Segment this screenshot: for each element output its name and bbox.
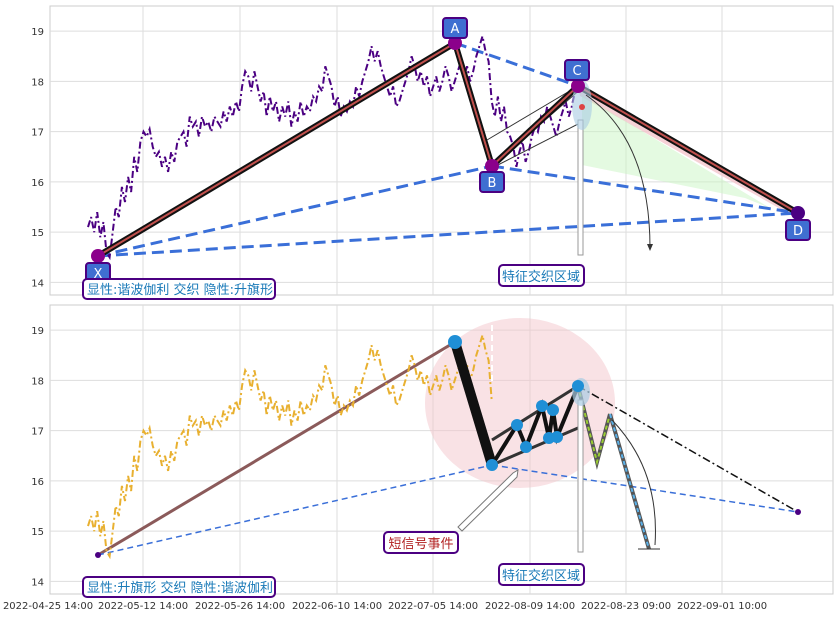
- bottom-annotation-box: 特征交织区域: [498, 563, 585, 586]
- y-tick-label: 19: [31, 326, 44, 337]
- y-tick-label: 17: [31, 128, 44, 139]
- event-label-text: 短信号事件: [388, 537, 453, 552]
- c-d-zone-green: [582, 95, 770, 208]
- label-A: A: [442, 17, 468, 39]
- x-tick-labels: 2022-04-25 14:00 2022-05-12 14:00 2022-05-…: [3, 601, 767, 612]
- bottom-legend-box: 显性:升旗形 交织 隐性:谐波伽利: [82, 576, 276, 598]
- top-annotation-text: 特征交织区域: [502, 269, 580, 285]
- svg-text:X: X: [94, 267, 103, 282]
- label-C: C: [564, 59, 590, 81]
- top-legend-text: 显性:谐波伽利 交织 隐性:升旗形: [87, 282, 273, 298]
- x-tick-label: 2022-06-10 14:00: [292, 601, 382, 612]
- top-legend-box: 显性:谐波伽利 交织 隐性:升旗形: [82, 278, 276, 300]
- interlace-zone-circle: [425, 318, 615, 488]
- top-price-line: [87, 35, 579, 261]
- y-tick-label: 18: [31, 77, 44, 88]
- y-tick-label: 16: [31, 178, 44, 189]
- bottom-panel: 14 15 16 17 18 19: [31, 304, 834, 598]
- pattern-point-markers: [91, 36, 805, 263]
- x-tick-label: 2022-08-23 09:00: [581, 601, 671, 612]
- y-tick-label: 15: [31, 527, 44, 538]
- forecast-dashdot-line: [577, 385, 799, 513]
- top-panel: 14 15 16 17 18 19: [31, 5, 834, 300]
- bottom-legend-text: 显性:升旗形 交织 隐性:谐波伽利: [87, 580, 273, 596]
- end-dot-left: [95, 552, 101, 558]
- event-arrow: [457, 469, 519, 532]
- forecast-path-blue-dash: [609, 413, 650, 550]
- x-tick-label: 2022-05-12 14:00: [98, 601, 188, 612]
- event-label-box: 短信号事件: [383, 531, 459, 554]
- y-tick-label: 19: [31, 27, 44, 38]
- y-tick-label: 14: [31, 577, 44, 588]
- y-tick-label: 17: [31, 427, 44, 438]
- svg-text:C: C: [572, 64, 581, 79]
- top-y-tick-labels: 14 15 16 17 18 19: [31, 27, 44, 289]
- x-tick-label: 2022-08-09 14:00: [485, 601, 575, 612]
- x-tick-label: 2022-07-05 14:00: [388, 601, 478, 612]
- x-tick-label: 2022-09-01 10:00: [677, 601, 767, 612]
- svg-text:B: B: [488, 176, 497, 191]
- signal-bar-bottom: [577, 399, 584, 553]
- svg-text:A: A: [451, 22, 460, 37]
- bottom-annotation-text: 特征交织区域: [502, 568, 580, 584]
- flag-point-markers: [448, 335, 584, 471]
- x-tick-label: 2022-05-26 14:00: [195, 601, 285, 612]
- label-D: D: [785, 219, 811, 241]
- label-B: B: [479, 171, 505, 193]
- end-dot-right: [795, 509, 801, 515]
- bottom-y-tick-labels: 14 15 16 17 18 19: [31, 326, 44, 588]
- y-tick-label: 16: [31, 477, 44, 488]
- bottom-price-line: [87, 334, 493, 560]
- forecast-arc: [611, 419, 656, 546]
- y-tick-label: 15: [31, 228, 44, 239]
- y-tick-label: 18: [31, 376, 44, 387]
- flagpole-thick: [450, 340, 497, 467]
- flag-channel-bottom: [491, 384, 579, 467]
- y-tick-label: 14: [31, 278, 44, 289]
- forecast-path-green-dash: [577, 385, 611, 466]
- svg-text:D: D: [793, 224, 803, 239]
- flagpole-base-line: [97, 340, 456, 557]
- bottom-dashed-lines: [97, 464, 799, 556]
- top-annotation-box: 特征交织区域: [498, 264, 585, 287]
- x-tick-label: 2022-04-25 14:00: [3, 601, 93, 612]
